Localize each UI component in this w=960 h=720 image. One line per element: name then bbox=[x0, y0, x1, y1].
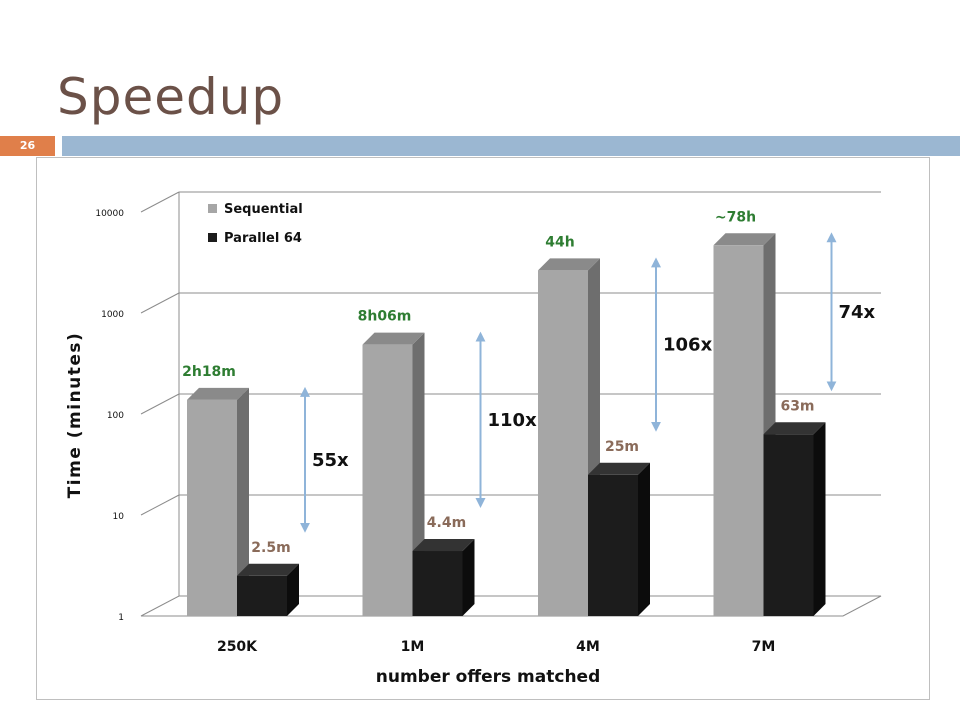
bar-front bbox=[588, 474, 638, 616]
gridline-side bbox=[140, 292, 180, 314]
chart-data-labels: 2h18m 2.5m 8h06m 4.4m 44h 25m ~78h 63m bbox=[182, 209, 814, 556]
speedup-label-bg bbox=[485, 406, 532, 431]
bar-top bbox=[588, 462, 650, 475]
speedup-label: 106x bbox=[663, 335, 713, 356]
speedup-label: 55x bbox=[312, 450, 349, 471]
y-axis-label: Time (minutes) bbox=[65, 332, 85, 499]
speedup-arrows: 55x 110x 106x 74x bbox=[300, 232, 883, 533]
bar-top bbox=[412, 539, 475, 552]
slide-title: Speedup bbox=[57, 68, 285, 126]
gridline-side bbox=[140, 494, 180, 516]
slide-number: 26 bbox=[0, 136, 55, 156]
bar-top bbox=[763, 422, 826, 435]
data-label-parallel: 2.5m bbox=[251, 540, 290, 556]
gridline-side bbox=[140, 393, 180, 415]
legend-label: Sequential bbox=[224, 202, 303, 217]
x-axis-label: number offers matched bbox=[376, 667, 601, 687]
bar-top bbox=[187, 387, 249, 400]
bar-front bbox=[763, 434, 814, 616]
legend-label: Parallel 64 bbox=[224, 231, 302, 246]
data-label-sequential: ~78h bbox=[715, 209, 756, 225]
data-label-sequential: 2h18m bbox=[182, 364, 236, 380]
data-label-parallel: 63m bbox=[780, 398, 814, 414]
bar-top bbox=[538, 258, 600, 271]
bar bbox=[588, 462, 650, 616]
bar bbox=[412, 539, 475, 616]
bar-front bbox=[538, 270, 588, 616]
gridline-side bbox=[140, 191, 180, 213]
bar-front bbox=[713, 245, 764, 616]
bar-top bbox=[237, 563, 299, 576]
chart-frame bbox=[36, 157, 930, 700]
speedup-label-bg bbox=[310, 446, 356, 471]
bar-side bbox=[237, 387, 249, 616]
data-label-parallel: 4.4m bbox=[427, 515, 466, 531]
bar-side bbox=[462, 539, 475, 616]
bar-top bbox=[362, 332, 425, 345]
x-tick-label: 250K bbox=[217, 639, 258, 655]
header-band bbox=[62, 136, 960, 156]
chart-bars bbox=[187, 233, 826, 616]
y-tick-label: 100 bbox=[107, 411, 124, 421]
legend-swatch bbox=[208, 233, 217, 242]
bar-side bbox=[813, 422, 826, 616]
speedup-label: 74x bbox=[839, 302, 876, 323]
x-tick-label: 1M bbox=[401, 639, 425, 655]
chart-legend: Sequential Parallel 64 bbox=[208, 202, 303, 246]
legend-swatch bbox=[208, 204, 217, 213]
y-tick-labels: 1 10 100 1000 10000 bbox=[95, 209, 124, 623]
speedup-label-bg bbox=[836, 298, 883, 323]
bar-front bbox=[412, 551, 463, 616]
bar-side bbox=[638, 462, 650, 616]
data-label-sequential: 44h bbox=[545, 234, 574, 250]
bar-top bbox=[713, 233, 776, 246]
x-tick-label: 7M bbox=[752, 639, 776, 655]
speedup-label-bg bbox=[661, 331, 707, 356]
speedup-label: 110x bbox=[488, 410, 538, 431]
bar bbox=[237, 563, 299, 616]
x-tick-labels: 250K 1M 4M 7M bbox=[217, 639, 775, 655]
y-tick-label: 10 bbox=[113, 512, 125, 522]
data-label-parallel: 25m bbox=[605, 439, 639, 455]
bar bbox=[187, 387, 249, 616]
bar-front bbox=[362, 344, 413, 616]
data-label-sequential: 8h06m bbox=[358, 309, 412, 325]
x-tick-label: 4M bbox=[576, 639, 600, 655]
bar-side bbox=[287, 563, 299, 616]
y-tick-label: 1 bbox=[118, 613, 124, 623]
y-tick-label: 1000 bbox=[101, 310, 124, 320]
bar bbox=[713, 233, 776, 616]
bar bbox=[763, 422, 826, 616]
bar-front bbox=[187, 399, 237, 616]
y-tick-label: 10000 bbox=[95, 209, 124, 219]
bar-front bbox=[237, 575, 287, 616]
